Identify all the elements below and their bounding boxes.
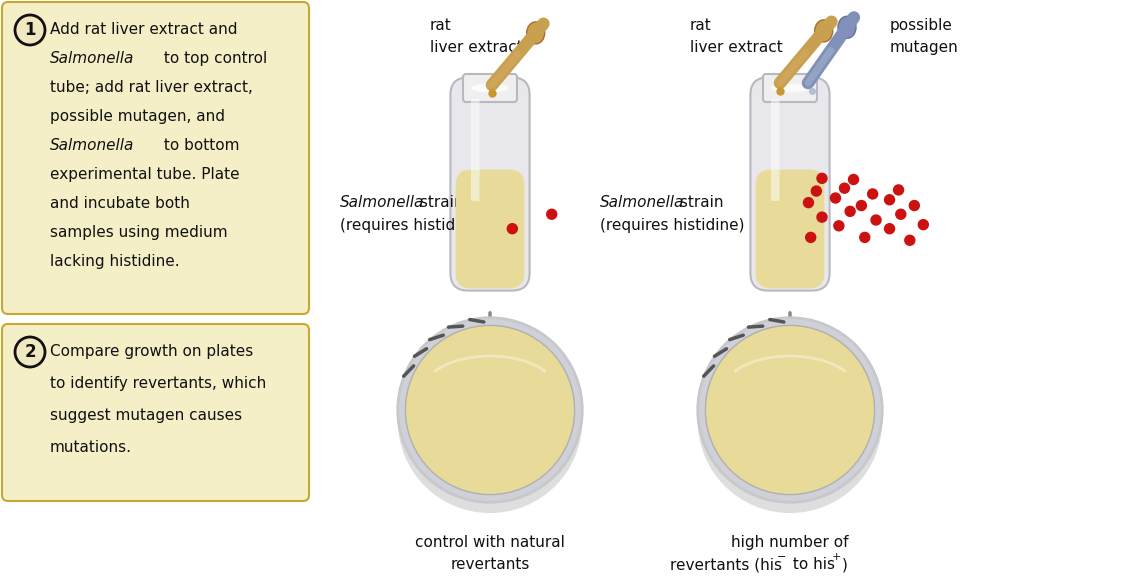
Ellipse shape xyxy=(405,325,574,494)
FancyBboxPatch shape xyxy=(771,99,779,201)
FancyBboxPatch shape xyxy=(763,74,817,102)
Text: (requires histidine): (requires histidine) xyxy=(340,218,484,233)
Text: possible: possible xyxy=(890,18,953,33)
Text: rat: rat xyxy=(690,18,712,33)
Text: Compare growth on plates: Compare growth on plates xyxy=(50,344,253,359)
Text: revertants (his: revertants (his xyxy=(670,557,781,572)
Text: Salmonella: Salmonella xyxy=(50,138,134,153)
Ellipse shape xyxy=(698,318,883,502)
Ellipse shape xyxy=(471,83,509,93)
Text: to identify revertants, which: to identify revertants, which xyxy=(50,376,266,391)
Text: liver extract: liver extract xyxy=(430,40,522,55)
Text: −: − xyxy=(777,552,786,562)
Text: strain: strain xyxy=(674,195,724,210)
Circle shape xyxy=(846,206,855,217)
Ellipse shape xyxy=(397,328,582,513)
Text: mutations.: mutations. xyxy=(50,440,132,455)
Circle shape xyxy=(840,183,849,193)
Text: possible mutagen, and: possible mutagen, and xyxy=(50,109,225,124)
FancyBboxPatch shape xyxy=(463,74,517,102)
FancyBboxPatch shape xyxy=(2,324,309,501)
Circle shape xyxy=(910,200,919,211)
Circle shape xyxy=(885,195,894,205)
Text: 1: 1 xyxy=(25,21,36,39)
Text: revertants: revertants xyxy=(450,557,529,572)
Text: to top control: to top control xyxy=(159,51,267,66)
Circle shape xyxy=(919,219,928,230)
Text: and incubate both: and incubate both xyxy=(50,196,190,211)
Ellipse shape xyxy=(527,22,545,44)
Text: experimental tube. Plate: experimental tube. Plate xyxy=(50,167,240,182)
Circle shape xyxy=(834,221,843,231)
Circle shape xyxy=(868,189,877,199)
Text: 2: 2 xyxy=(24,343,36,361)
Text: liver extract: liver extract xyxy=(690,40,783,55)
Text: Salmonella: Salmonella xyxy=(340,195,425,210)
Text: high number of: high number of xyxy=(731,535,849,550)
Ellipse shape xyxy=(815,20,833,42)
Text: Salmonella: Salmonella xyxy=(50,51,134,66)
Circle shape xyxy=(812,186,821,196)
Ellipse shape xyxy=(698,328,883,513)
Circle shape xyxy=(857,200,866,211)
Circle shape xyxy=(872,215,881,225)
FancyBboxPatch shape xyxy=(2,2,309,314)
Ellipse shape xyxy=(397,318,582,502)
FancyBboxPatch shape xyxy=(750,78,830,291)
Circle shape xyxy=(831,193,840,203)
Circle shape xyxy=(894,185,903,195)
Text: rat: rat xyxy=(430,18,452,33)
FancyBboxPatch shape xyxy=(456,170,525,288)
Text: +: + xyxy=(832,552,841,562)
FancyBboxPatch shape xyxy=(756,170,824,288)
Text: control with natural: control with natural xyxy=(415,535,565,550)
Text: strain: strain xyxy=(415,195,464,210)
Text: ): ) xyxy=(842,557,848,572)
Circle shape xyxy=(849,174,858,185)
Circle shape xyxy=(806,232,815,243)
Circle shape xyxy=(885,223,894,234)
Text: lacking histidine.: lacking histidine. xyxy=(50,254,180,269)
Text: Salmonella: Salmonella xyxy=(600,195,685,210)
Text: (requires histidine): (requires histidine) xyxy=(600,218,744,233)
Text: samples using medium: samples using medium xyxy=(50,225,227,240)
Ellipse shape xyxy=(771,83,808,93)
Circle shape xyxy=(508,223,517,234)
Ellipse shape xyxy=(705,325,875,494)
Circle shape xyxy=(547,209,556,219)
Text: tube; add rat liver extract,: tube; add rat liver extract, xyxy=(50,80,253,95)
FancyBboxPatch shape xyxy=(450,78,529,291)
Text: suggest mutagen causes: suggest mutagen causes xyxy=(50,408,242,423)
Ellipse shape xyxy=(838,16,856,38)
Circle shape xyxy=(15,15,45,45)
Circle shape xyxy=(860,232,869,243)
Text: to his: to his xyxy=(788,557,835,572)
Text: to bottom: to bottom xyxy=(159,138,240,153)
Circle shape xyxy=(817,173,826,184)
Circle shape xyxy=(896,209,905,219)
Text: Add rat liver extract and: Add rat liver extract and xyxy=(50,22,238,37)
Circle shape xyxy=(804,197,813,208)
Text: mutagen: mutagen xyxy=(890,40,958,55)
Circle shape xyxy=(905,235,914,245)
Circle shape xyxy=(817,212,826,222)
Circle shape xyxy=(15,337,45,367)
FancyBboxPatch shape xyxy=(471,99,480,201)
